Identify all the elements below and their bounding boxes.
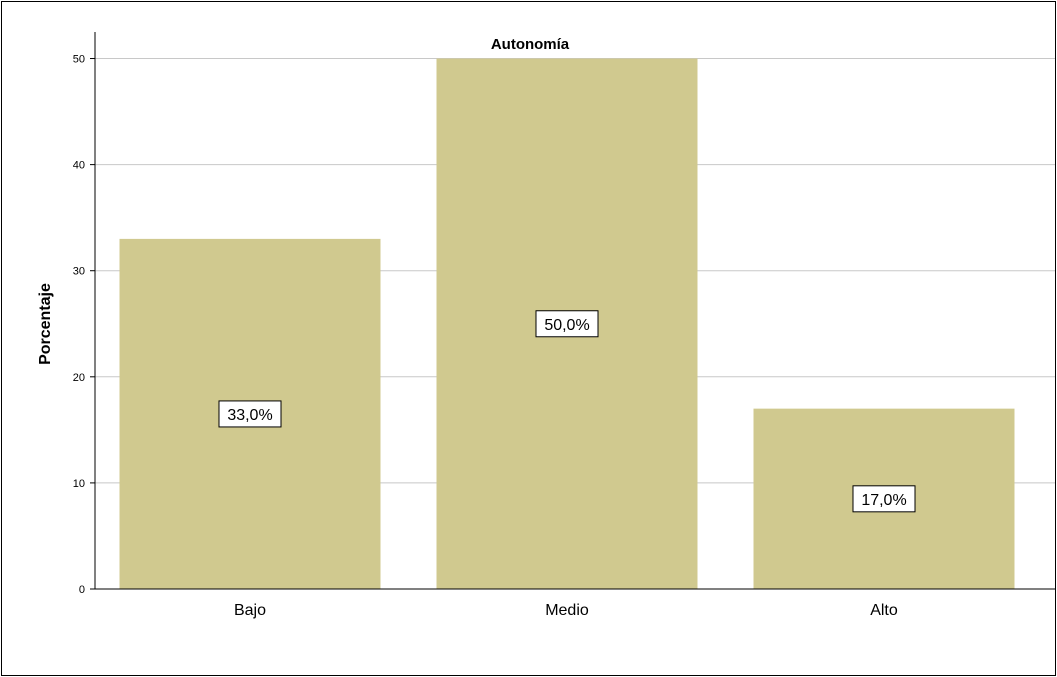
- x-tick-label: Medio: [545, 602, 589, 619]
- data-label-text: 33,0%: [227, 407, 272, 424]
- data-label-text: 50,0%: [544, 317, 589, 334]
- x-tick-label: Bajo: [234, 602, 266, 619]
- y-tick-label: 40: [73, 160, 85, 172]
- chart-title: Autonomía: [491, 36, 570, 53]
- data-labels: 33,0% 50,0% 17,0%: [218, 310, 916, 513]
- data-label: 33,0%: [218, 400, 282, 428]
- y-tick-label: 0: [79, 584, 85, 596]
- data-label-text: 17,0%: [861, 492, 906, 509]
- data-label-box: [218, 400, 282, 428]
- y-axis-label: Porcentaje: [37, 283, 54, 365]
- data-label: 17,0%: [852, 485, 916, 513]
- axes: 0 10 20 30 40 50 Bajo Medio Alto: [73, 32, 1055, 619]
- data-label-box: [852, 485, 916, 513]
- y-tick-label: 20: [73, 372, 85, 384]
- x-tick-label: Alto: [870, 602, 898, 619]
- y-tick-label: 10: [73, 478, 85, 490]
- data-label: 50,0%: [535, 310, 599, 338]
- y-tick-label: 50: [73, 54, 85, 66]
- y-tick-label: 30: [73, 266, 85, 278]
- data-label-box: [535, 310, 599, 338]
